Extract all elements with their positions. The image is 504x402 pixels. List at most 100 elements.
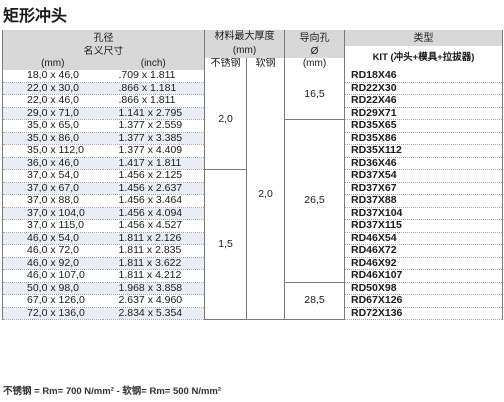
header-stainless: 不锈钢 [204,58,247,70]
header-thickness-label: 材料最大厚度 [214,31,275,42]
size-mm-cell: 22,0 x 30,0 [2,82,103,95]
size-mm-cell: 35,0 x 112,0 [2,144,103,158]
table-row: 46,0 x 54,0 1.811 x 2.126 RD46X54 [2,232,503,245]
size-mm-cell: 37,0 x 54,0 [2,169,103,183]
kit-code-cell: RD36X46 [344,157,503,170]
table-row: 46,0 x 107,0 1.811 x 4.212 RD46X107 [2,269,503,283]
size-inch-cell: 1.417 x 1.811 [102,157,205,170]
size-mm-cell: 36,0 x 46,0 [2,157,103,170]
size-mm-cell: 18,0 x 46,0 [2,70,103,83]
size-inch-cell: 1.968 x 3.858 [102,282,205,295]
header-mm: (mm) [2,58,103,70]
header-guide-unit: (mm) [284,58,345,70]
table-row: 35,0 x 86,0 1.377 x 3.385 RD35X86 [2,132,503,145]
material-footnote: 不锈钢 = Rm= 700 N/mm² - 软钢= Rm= 500 N/mm² [3,386,222,397]
size-inch-cell: 1.811 x 4.212 [102,269,205,283]
table-row: 22,0 x 46,0.866 x 1.811 RD22X46 [2,94,503,108]
size-inch-cell: 1.377 x 2.559 [102,119,205,133]
table-row: 37,0 x 104,0 1.456 x 4.094 RD37X104 [2,207,503,220]
table-row: 46,0 x 72,0 1.811 x 2.835 RD46X72 [2,244,503,258]
size-mm-cell: 46,0 x 107,0 [2,269,103,283]
size-inch-cell: .866 x 1.181 [102,82,205,95]
header-phi: Ø [284,46,345,58]
size-mm-cell: 50,0 x 98,0 [2,282,103,295]
table-row: 18,0 x 46,0.709 x 1.811 2,0 2,0 16,5 RD18X46 [2,70,503,320]
mild-thickness-cell: 2,0 [246,70,285,320]
kit-code-cell: RD22X30 [344,82,503,95]
size-inch-cell: 1.377 x 4.409 [102,144,205,158]
table-row: 35,0 x 65,0 1.377 x 2.559 26,5 RD35X65 [2,119,503,282]
size-inch-cell: .866 x 1.811 [102,94,205,108]
table-row: 37,0 x 88,0 1.456 x 3.464 RD37X88 [2,194,503,208]
size-inch-cell: 1.456 x 4.094 [102,207,205,220]
kit-code-cell: RD37X104 [344,207,503,220]
size-inch-cell: 2.637 x 4.960 [102,294,205,308]
size-inch-cell: 1.377 x 3.385 [102,132,205,145]
size-inch-cell: 1.811 x 2.835 [102,244,205,258]
kit-code-cell: RD22X46 [344,94,503,108]
header-nominal: 名义尺寸 [2,46,205,58]
guide-hole-cell: 26,5 [284,119,345,282]
table-row: 37,0 x 115,0 1.456 x 4.527 RD37X115 [2,219,503,233]
kit-code-cell: RD46X107 [344,269,503,283]
header-thickness: 材料最大厚度 [204,30,285,46]
size-mm-cell: 67,0 x 126,0 [2,294,103,308]
kit-code-cell: RD72X136 [344,307,503,320]
kit-code-cell: RD35X112 [344,144,503,158]
kit-code-cell: RD37X88 [344,194,503,208]
kit-code-cell: RD29X71 [344,107,503,120]
kit-code-cell: RD37X54 [344,169,503,183]
size-mm-cell: 37,0 x 88,0 [2,194,103,208]
table-row: 35,0 x 112,0 1.377 x 4.409 RD35X112 [2,144,503,158]
table-row: 36,0 x 46,0 1.417 x 1.811 RD36X46 [2,157,503,170]
stainless-thickness-cell: 1,5 [204,169,247,320]
size-mm-cell: 72,0 x 136,0 [2,307,103,320]
guide-hole-cell: 16,5 [284,70,345,120]
header-hole: 孔径 [2,30,205,46]
size-mm-cell: 35,0 x 65,0 [2,119,103,133]
table-row: 50,0 x 98,0 1.968 x 3.858 28,5 RD50X98 [2,281,503,320]
size-mm-cell: 46,0 x 92,0 [2,257,103,270]
header-inch: (inch) [102,58,205,70]
table-row: 72,0 x 136,0 2.834 x 5.354 RD72X136 [2,307,503,320]
size-inch-cell: 1.811 x 3.622 [102,257,205,270]
table-row: 22,0 x 30,0.866 x 1.181 RD22X30 [2,82,503,95]
header-mild: 软钢 [246,58,285,70]
size-inch-cell: 1.456 x 4.527 [102,219,205,233]
header-type: 类型 [344,30,503,46]
size-inch-cell: 1.456 x 3.464 [102,194,205,208]
kit-code-cell: RD50X98 [344,282,503,295]
kit-code-cell: RD35X86 [344,132,503,145]
size-inch-cell: 1.456 x 2.637 [102,182,205,195]
size-inch-cell: 1.141 x 2.795 [102,107,205,120]
header-kit: KIT (冲头+模具+拉拔器) [344,46,503,70]
kit-code-cell: RD37X67 [344,182,503,195]
size-mm-cell: 37,0 x 67,0 [2,182,103,195]
size-inch-cell: .709 x 1.811 [102,70,205,83]
kit-code-cell: RD18X46 [344,70,503,83]
size-mm-cell: 37,0 x 104,0 [2,207,103,220]
size-mm-cell: 22,0 x 46,0 [2,94,103,108]
table-row: 37,0 x 67,0 1.456 x 2.637 RD37X67 [2,182,503,195]
size-inch-cell: 2.834 x 5.354 [102,307,205,320]
kit-code-cell: RD46X72 [344,244,503,258]
table-row: 37,0 x 54,0 1.456 x 2.125 1,5 RD37X54 [2,169,503,320]
size-mm-cell: 37,0 x 115,0 [2,219,103,233]
size-mm-cell: 29,0 x 71,0 [2,107,103,120]
guide-hole-cell: 28,5 [284,281,345,320]
size-mm-cell: 35,0 x 86,0 [2,132,103,145]
stainless-thickness-cell: 2,0 [204,70,247,170]
size-mm-cell: 46,0 x 72,0 [2,244,103,258]
kit-code-cell: RD46X54 [344,232,503,245]
header-guide: 导向孔 [284,30,345,46]
kit-code-cell: RD35X65 [344,119,503,133]
kit-code-cell: RD37X115 [344,219,503,233]
kit-code-cell: RD46X92 [344,257,503,270]
header-thickness-unit: (mm) [204,46,285,58]
punch-spec-table: 孔径 材料最大厚度 导向孔 类型 名义尺寸 (mm) Ø KIT (冲头+模具+… [2,30,503,320]
table-row: 29,0 x 71,0 1.141 x 2.795 RD29X71 [2,107,503,120]
table-row: 46,0 x 92,0 1.811 x 3.622 RD46X92 [2,257,503,270]
table-row: 67,0 x 126,0 2.637 x 4.960 RD67X126 [2,294,503,308]
page-title: 矩形冲头 [3,8,68,25]
kit-code-cell: RD67X126 [344,294,503,308]
